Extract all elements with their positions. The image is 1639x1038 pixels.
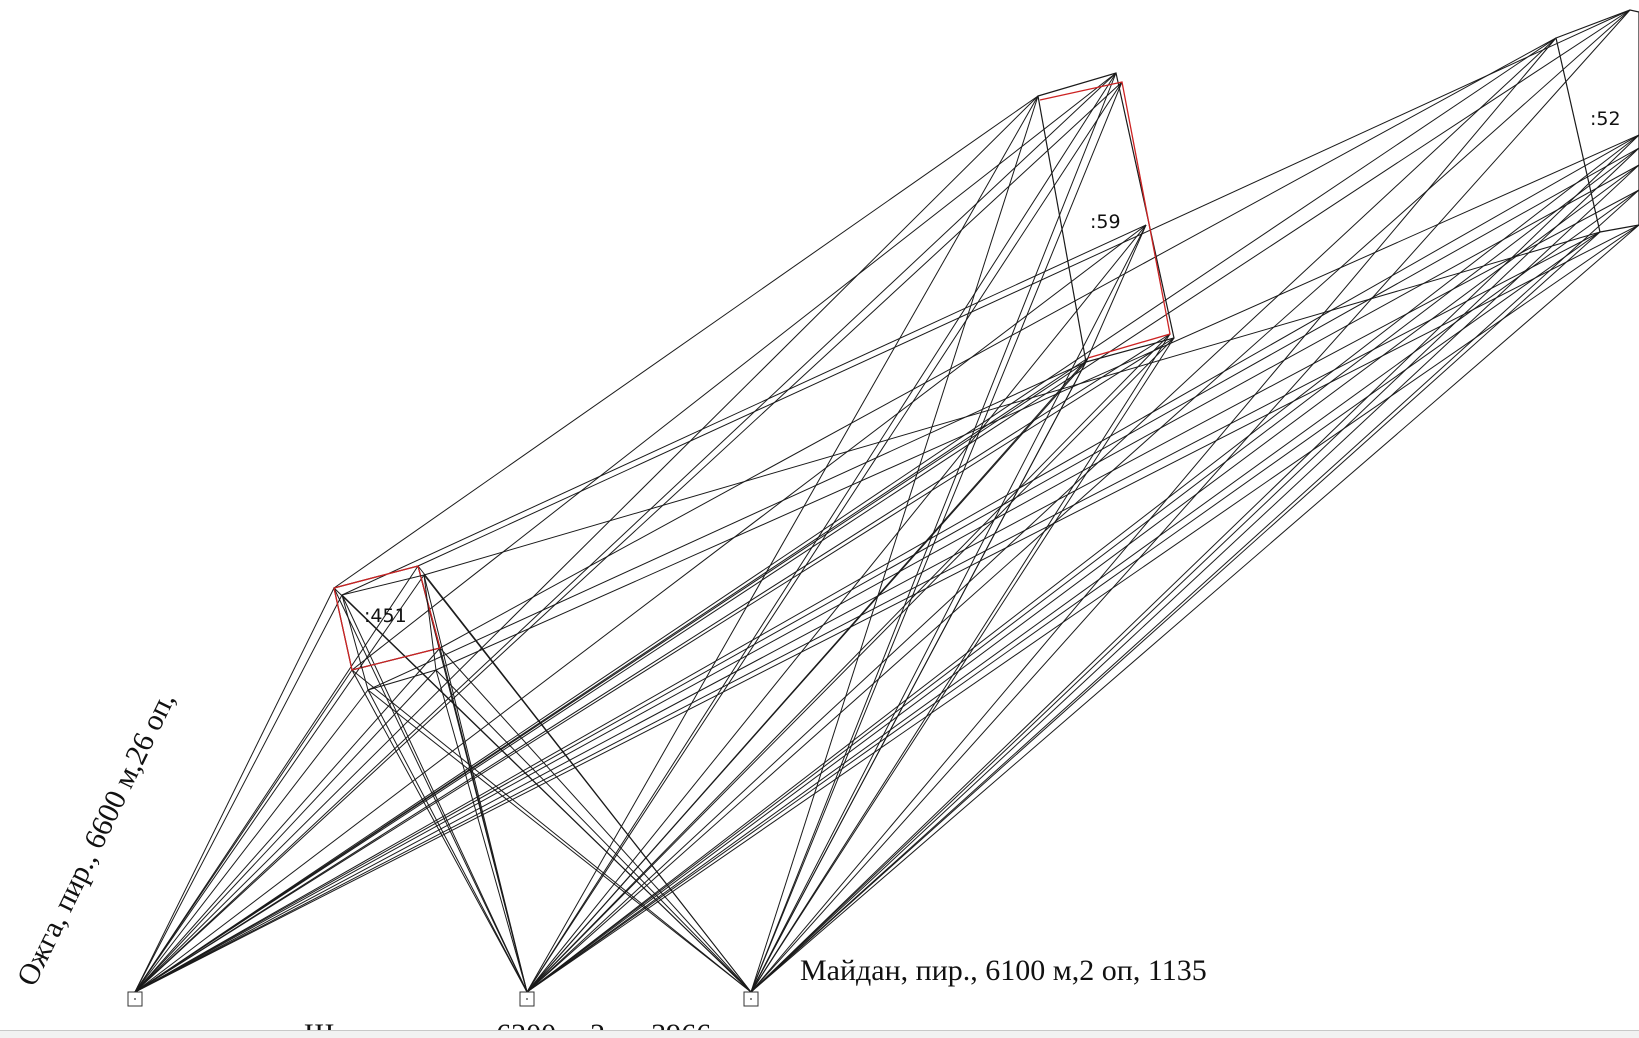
link-s0-b1-6 <box>134 333 1171 993</box>
link-s1-b1-4 <box>526 337 1175 993</box>
cross-link-7 <box>423 231 1601 576</box>
link-s1-b0-4 <box>341 594 528 993</box>
link-s0-b0-6 <box>134 574 425 993</box>
link-s1-b2-3 <box>526 164 1639 993</box>
link-s2-b0-6 <box>423 574 752 993</box>
station-marker-ozhga[interactable] <box>127 991 143 1007</box>
connection-lines <box>134 9 1639 993</box>
link-s2-b1-2 <box>750 81 1123 993</box>
station-marker-maydan[interactable] <box>743 991 759 1007</box>
station-markers <box>127 991 759 1007</box>
link-s0-b1-4 <box>134 337 1175 993</box>
cross-link-1 <box>351 72 1117 671</box>
link-s1-b2-1 <box>526 9 1631 993</box>
link-s2-b1-4 <box>750 337 1175 993</box>
link-s0-b2-6 <box>134 224 1639 993</box>
link-s0-b1-3 <box>134 224 1147 993</box>
link-s2-b1-0 <box>750 95 1039 993</box>
link-s2-b1-3 <box>750 224 1147 993</box>
link-s1-b2-7 <box>526 147 1639 993</box>
link-s0-b1-7 <box>134 357 1089 993</box>
link-s2-b2-6 <box>750 224 1639 993</box>
link-s1-b1-2 <box>526 81 1123 993</box>
link-s0-b0-1 <box>134 565 419 993</box>
block-59-tag: :59 <box>1090 211 1121 233</box>
link-s1-b0-0 <box>333 587 528 993</box>
link-s0-b0-2 <box>134 647 441 993</box>
link-s1-b0-7 <box>435 669 528 993</box>
link-s1-b1-6 <box>526 333 1171 993</box>
link-s1-b2-2 <box>526 134 1639 993</box>
block-451[interactable]: :451 <box>333 565 441 691</box>
link-s1-b1-3 <box>526 224 1147 993</box>
link-s2-b2-0 <box>750 37 1557 993</box>
link-s2-b2-3 <box>750 164 1639 993</box>
link-s0-b2-1 <box>134 9 1631 993</box>
link-s0-b1-2 <box>134 81 1123 993</box>
link-s0-b1-0 <box>134 95 1039 993</box>
link-s1-b2-0 <box>526 37 1557 993</box>
page-bottom-edge <box>0 1030 1639 1038</box>
link-s1-b0-3 <box>351 669 528 993</box>
station-marker-shuvary[interactable] <box>519 991 535 1007</box>
block-52[interactable]: :52 <box>1555 9 1639 233</box>
cross-link-5 <box>417 9 1631 567</box>
cross-link-0 <box>333 95 1039 589</box>
cross-link-6 <box>435 134 1639 671</box>
cross-link-2 <box>341 224 1147 596</box>
link-s2-b0-5 <box>367 689 752 993</box>
link-s0-b2-5 <box>134 231 1601 993</box>
link-s0-b0-4 <box>134 594 343 993</box>
link-s2-b2-1 <box>750 9 1631 993</box>
link-s0-b0-0 <box>134 587 335 993</box>
link-s2-b2-4 <box>750 189 1639 993</box>
link-s2-b2-2 <box>750 134 1639 993</box>
link-s0-b0-3 <box>134 669 353 993</box>
block-451-tag: :451 <box>364 605 407 627</box>
link-s1-b1-1 <box>526 72 1117 993</box>
link-s2-b1-6 <box>750 333 1171 993</box>
station-label-maydan: Майдан, пир., 6100 м,2 оп, 1135 <box>800 954 1207 987</box>
link-s2-b2-5 <box>750 231 1601 993</box>
link-s1-b2-6 <box>526 224 1639 993</box>
link-s2-b0-7 <box>435 669 752 993</box>
link-s2-b1-1 <box>750 72 1117 993</box>
cross-link-4 <box>439 37 1557 649</box>
link-s1-b2-5 <box>526 231 1601 993</box>
block-52-tag: :52 <box>1590 108 1621 130</box>
link-s0-b2-3 <box>134 164 1639 993</box>
link-s0-b2-0 <box>134 37 1557 993</box>
link-s2-b2-7 <box>750 147 1639 993</box>
link-s0-b0-5 <box>134 689 369 993</box>
link-s2-b0-4 <box>341 594 752 993</box>
link-s1-b0-6 <box>423 574 528 993</box>
link-s2-b1-7 <box>750 357 1089 993</box>
link-s0-b2-4 <box>134 189 1639 993</box>
link-s2-b0-2 <box>439 647 752 993</box>
link-s1-b0-5 <box>367 689 528 993</box>
link-s1-b2-4 <box>526 189 1639 993</box>
link-s2-b0-3 <box>351 669 752 993</box>
station-label-ozhga: Ожга, пир., 6600 м,26 оп, <box>11 687 182 991</box>
link-s1-b1-0 <box>526 95 1039 993</box>
link-s0-b2-7 <box>134 147 1639 993</box>
block-59[interactable]: :59 <box>1037 72 1175 363</box>
link-s0-b1-1 <box>134 72 1117 993</box>
link-s0-b2-2 <box>134 134 1639 993</box>
